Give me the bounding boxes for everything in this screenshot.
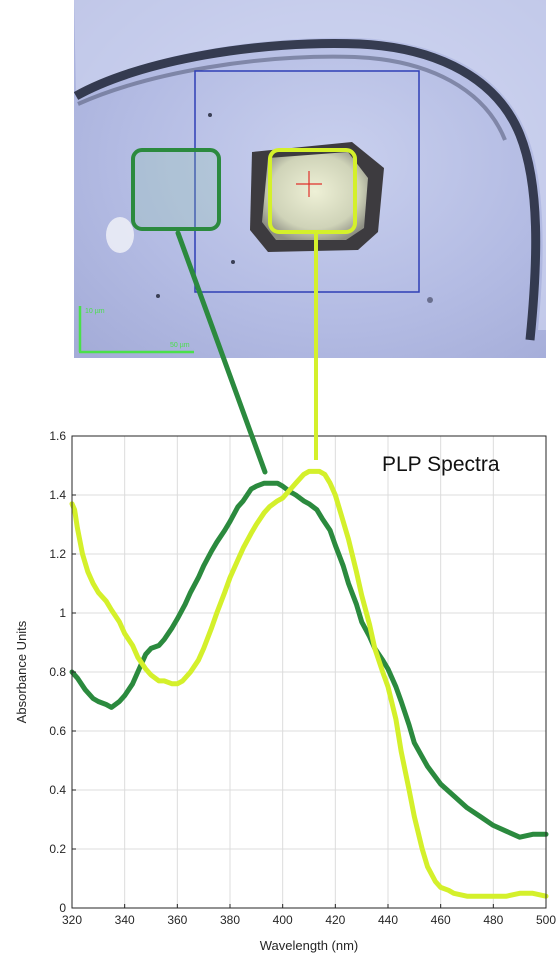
x-tick-label: 360: [167, 913, 187, 927]
scale-bar-vertical-label: 10 µm: [85, 308, 105, 315]
x-tick-label: 480: [483, 913, 503, 927]
series-line-dark-green: [69, 480, 549, 840]
x-tick-label: 420: [325, 913, 345, 927]
y-tick-label: 0.4: [49, 783, 66, 797]
bubble: [106, 217, 134, 253]
x-axis-title: Wavelength (nm): [260, 938, 359, 953]
y-tick-label: 1.6: [49, 429, 66, 443]
x-tick-label: 340: [115, 913, 135, 927]
connector-line-dark: [175, 230, 268, 475]
x-tick-label: 500: [536, 913, 556, 927]
x-tick-label: 400: [273, 913, 293, 927]
y-axis-title: Absorbance Units: [14, 620, 29, 723]
rim-highlight: [74, 0, 546, 330]
y-tick-label: 0: [59, 901, 66, 915]
y-tick-label: 1: [59, 606, 66, 620]
chart: 320 340 360 380 400 420 440 460 480 500 0 0.2 0.4 0.…: [14, 429, 556, 953]
speck: [208, 113, 212, 117]
sample-box-dark: [131, 148, 221, 231]
y-tick-label: 0.2: [49, 842, 66, 856]
micrograph-image: 10 µm 50 µm: [74, 0, 546, 358]
y-tick-label: 0.8: [49, 665, 66, 679]
x-tick-label: 440: [378, 913, 398, 927]
x-tick-label: 380: [220, 913, 240, 927]
droplet-rim: [74, 39, 541, 341]
series-group: [69, 468, 549, 899]
speck: [156, 294, 160, 298]
speck: [231, 260, 235, 264]
scale-bar-horizontal-label: 50 µm: [170, 342, 190, 349]
speck: [427, 297, 433, 303]
x-tick-label: 320: [62, 913, 82, 927]
y-tick-label: 1.4: [49, 488, 66, 502]
scale-bar: [78, 306, 194, 354]
roi-box: [194, 70, 420, 293]
y-tick-label: 0.6: [49, 724, 66, 738]
x-tick-label: 460: [431, 913, 451, 927]
sample-box-light: [268, 148, 357, 234]
y-tick-label: 1.2: [49, 547, 66, 561]
series-line-yellow-green: [69, 468, 549, 899]
crystal: [262, 152, 368, 240]
x-axis: 320 340 360 380 400 420 440 460 480 500: [62, 904, 556, 927]
y-axis: 0 0.2 0.4 0.6 0.8 1 1.2 1.4 1.6: [49, 429, 76, 915]
crosshair-marker: [296, 171, 322, 197]
droplet-rim-inner: [77, 54, 507, 141]
chart-title: PLP Spectra: [382, 453, 500, 476]
